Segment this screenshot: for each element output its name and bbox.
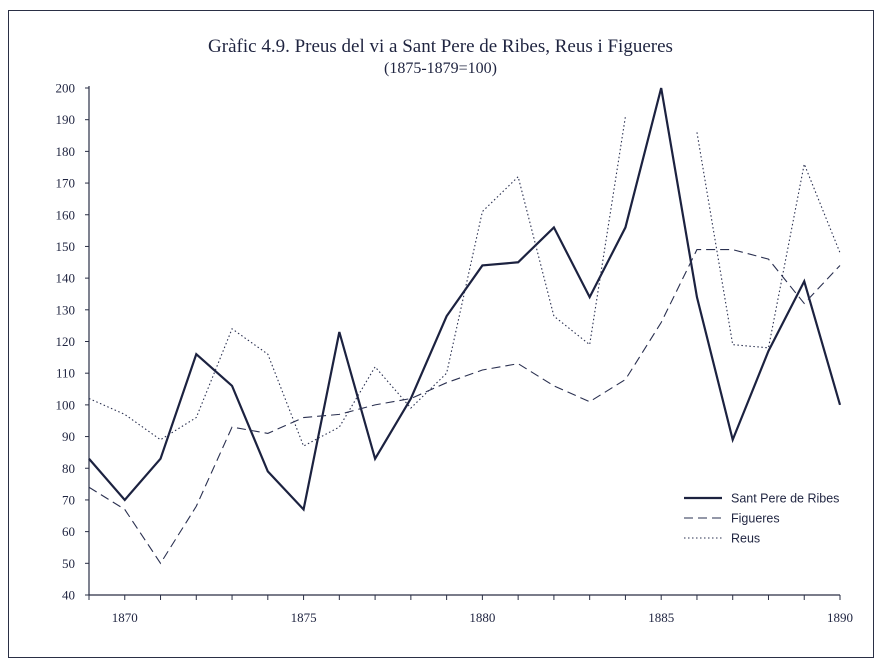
y-tick-label: 90 <box>62 429 75 444</box>
y-tick-label: 120 <box>56 334 76 349</box>
legend-label: Figueres <box>731 512 780 526</box>
y-tick-label: 130 <box>56 302 76 317</box>
chart-title: Gràfic 4.9. Preus del vi a Sant Pere de … <box>208 36 673 57</box>
legend-label: Sant Pere de Ribes <box>731 492 839 506</box>
series-line-reus <box>696 132 841 349</box>
y-tick-label: 140 <box>56 271 76 286</box>
y-tick-label: 80 <box>62 461 75 476</box>
x-tick-label: 1875 <box>291 610 317 625</box>
y-tick-label: 190 <box>56 112 76 127</box>
chart-subtitle: (1875-1879=100) <box>383 60 497 77</box>
y-tick-label: 180 <box>56 144 76 159</box>
y-tick-label: 170 <box>56 176 76 191</box>
plot-area <box>88 87 842 565</box>
y-tick-label: 150 <box>56 239 76 254</box>
axes: 40 50 60 70 80 90 100 110 120 130 140 150 160 170 180 1… <box>56 81 854 626</box>
y-tick-label: 50 <box>62 556 75 571</box>
legend-label: Reus <box>731 532 760 546</box>
legend: Sant Pere de Ribes Figueres Reus <box>684 492 839 546</box>
y-tick-label: 100 <box>56 397 76 412</box>
x-tick-label: 1880 <box>469 610 495 625</box>
series-line-figueres <box>88 249 841 565</box>
y-tick-label: 60 <box>62 524 75 539</box>
y-tick-label: 70 <box>62 492 75 507</box>
x-tick-label: 1870 <box>112 610 138 625</box>
series-line-sant-pere-de-ribes <box>88 87 842 512</box>
chart-frame <box>8 10 874 658</box>
x-tick-label: 1885 <box>648 610 674 625</box>
y-tick-label: 200 <box>56 81 76 96</box>
y-tick-label: 40 <box>62 588 75 603</box>
y-tick-label: 110 <box>56 366 75 381</box>
x-tick-label: 1890 <box>827 610 853 625</box>
y-tick-label: 160 <box>56 207 76 222</box>
